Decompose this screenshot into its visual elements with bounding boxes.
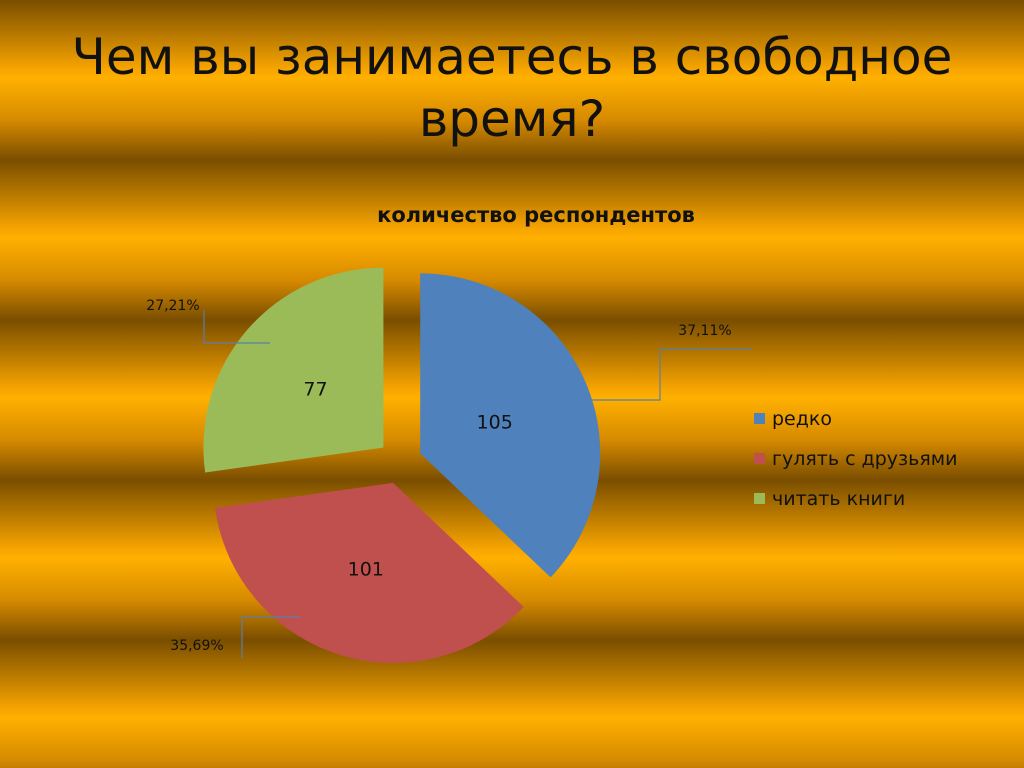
slide-title: Чем вы занимаетесь в свободное время? — [0, 26, 1024, 150]
legend-swatch — [754, 453, 765, 464]
slice-value-label: 101 — [348, 559, 384, 581]
pie-slices — [203, 267, 601, 663]
leader-line — [203, 310, 270, 344]
leader-lines — [203, 310, 752, 658]
slide-title-line1: Чем вы занимаетесь в свободное — [71, 28, 953, 86]
pie-slice-3 — [203, 267, 384, 473]
slide-title-line2: время? — [418, 90, 606, 148]
legend-label: читать книги — [772, 488, 905, 510]
legend-swatch — [754, 413, 765, 424]
legend-swatch — [754, 493, 765, 504]
slice-labels: 105 37,11% 101 35,69% 77 27,21% — [146, 298, 731, 654]
pie-slice-2 — [215, 482, 524, 663]
legend: редко гулять с друзьями читать книги — [754, 408, 957, 510]
slice-value-label: 105 — [477, 411, 513, 433]
slice-percent-label: 27,21% — [146, 298, 199, 314]
pie-slice-1 — [420, 273, 601, 578]
chart-title: количество респондентов — [377, 203, 695, 227]
slice-percent-label: 37,11% — [678, 323, 731, 339]
leader-line — [241, 616, 300, 658]
legend-label: редко — [772, 408, 832, 430]
leader-line — [585, 348, 752, 401]
legend-label: гулять с друзьями — [772, 448, 957, 470]
slice-percent-label: 35,69% — [170, 638, 223, 654]
slice-value-label: 77 — [303, 378, 327, 400]
